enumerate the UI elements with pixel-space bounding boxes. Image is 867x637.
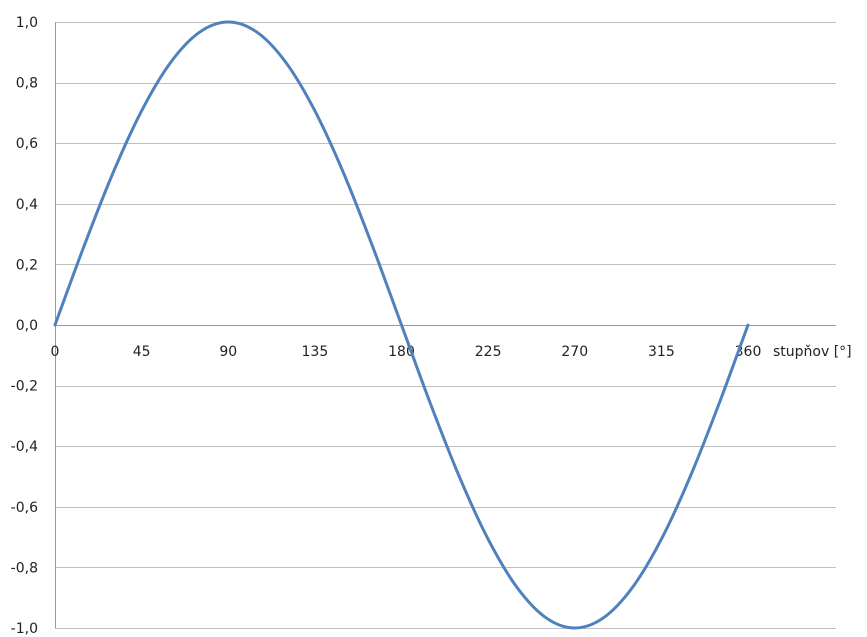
y-tick-label: -0,2: [11, 379, 38, 395]
y-tick-label: 0,0: [16, 318, 38, 334]
x-tick-label: 45: [133, 344, 151, 360]
y-tick-label: 0,8: [16, 76, 38, 92]
x-tick-label: 180: [388, 344, 415, 360]
series-line: [53, 20, 750, 630]
x-axis-title: stupňov [°]: [773, 344, 852, 360]
x-tick-label: 90: [219, 344, 237, 360]
y-tick-label: -0,6: [11, 500, 38, 516]
x-axis-tick-labels: 0 45 90 135 180 225 270 315 360: [51, 344, 762, 360]
y-tick-label: 0,4: [16, 197, 38, 213]
y-tick-label: -0,8: [11, 560, 38, 576]
x-tick-label: 360: [735, 344, 762, 360]
y-tick-label: -1,0: [11, 621, 38, 637]
y-tick-label: 1,0: [16, 15, 38, 31]
y-tick-label: 0,6: [16, 136, 38, 152]
gridlines: [55, 22, 836, 629]
x-tick-label: 135: [302, 344, 329, 360]
x-tick-label: 0: [51, 344, 60, 360]
series-layer: [53, 20, 750, 630]
y-axis-tick-labels: 1,0 0,8 0,6 0,4 0,2 0,0 -0,2 -0,4 -0,6 -0,8 -1,0: [11, 15, 38, 637]
y-tick-label: -0,4: [11, 439, 38, 455]
x-tick-label: 225: [475, 344, 502, 360]
x-tick-label: 270: [561, 344, 588, 360]
x-tick-label: 315: [648, 344, 675, 360]
y-tick-label: 0,2: [16, 257, 38, 273]
axes: [55, 22, 836, 628]
